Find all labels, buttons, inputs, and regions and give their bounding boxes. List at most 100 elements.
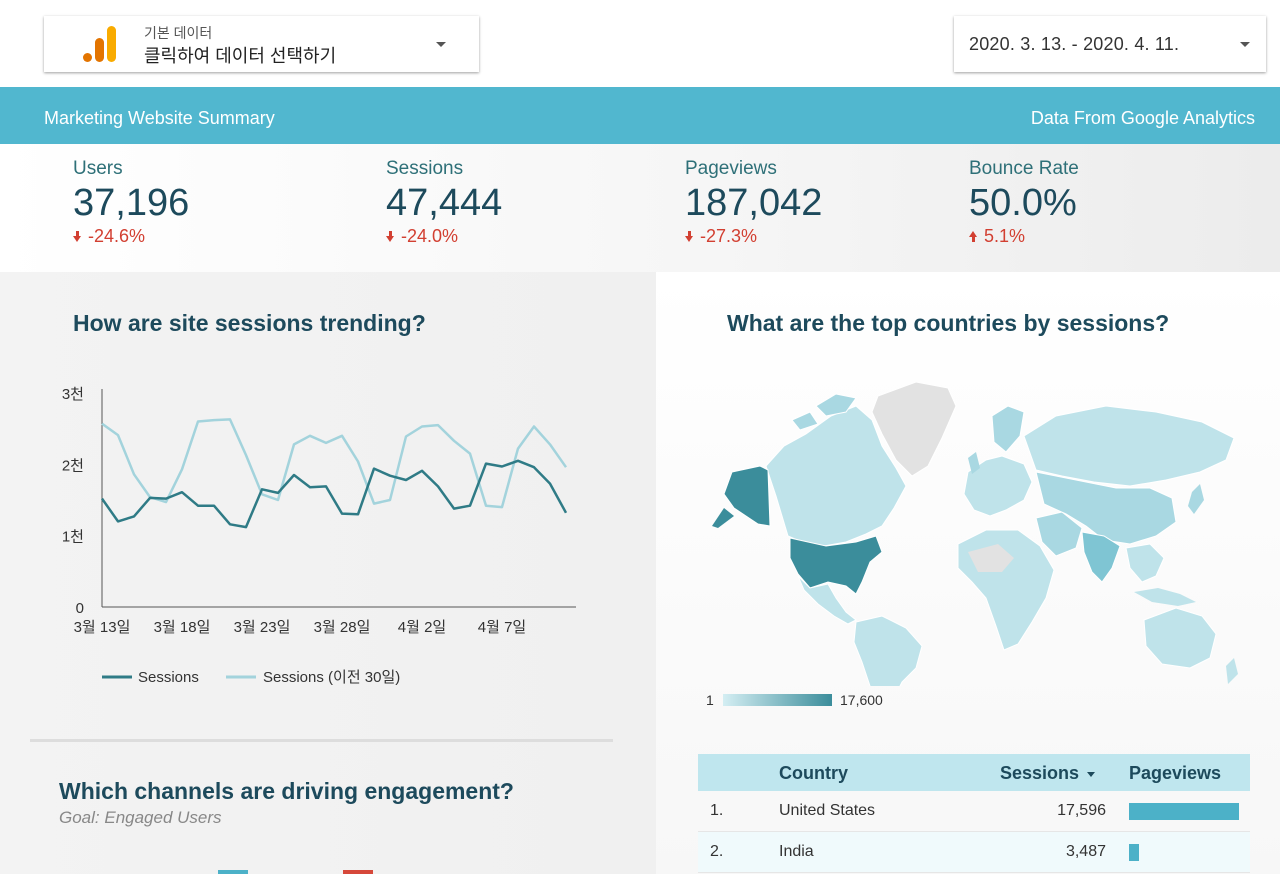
map-region-mexico	[797, 575, 857, 625]
right-panel: What are the top countries by sessions?	[656, 272, 1280, 874]
world-map[interactable]	[706, 376, 1246, 686]
map-region-arctic-islands	[791, 393, 857, 431]
map-region-uk	[968, 452, 980, 474]
report-header: Marketing Website Summary Data From Goog…	[0, 87, 1280, 144]
top-bar: 기본 데이터 클릭하여 데이터 선택하기 2020. 3. 13. - 2020…	[0, 0, 1280, 87]
y-tick-label: 1천	[62, 529, 84, 546]
map-region-new-zealand	[1226, 658, 1238, 684]
kpi-delta: 5.1%	[969, 226, 1079, 247]
row-sessions: 17,596	[1057, 802, 1106, 819]
arrow-down-icon	[685, 231, 694, 242]
x-tick-label: 4월 7일	[478, 619, 526, 636]
data-source-main-label: 클릭하여 데이터 선택하기	[144, 46, 337, 66]
kpi-sessions[interactable]: Sessions 47,444 -24.0%	[386, 158, 502, 247]
y-tick-label: 2천	[62, 457, 84, 474]
y-tick-label: 0	[76, 600, 84, 617]
arrow-down-icon	[73, 231, 82, 242]
map-region-europe	[963, 455, 1033, 517]
kpi-value: 187,042	[685, 182, 823, 224]
kpi-pageviews[interactable]: Pageviews 187,042 -27.3%	[685, 158, 822, 247]
chevron-down-icon[interactable]	[436, 42, 446, 47]
series-line-sessions-previous	[101, 418, 568, 509]
kpi-label: Users	[73, 158, 123, 179]
kpi-delta-value: -24.6%	[88, 226, 146, 246]
column-header-pageviews[interactable]: Pageviews	[1129, 763, 1222, 783]
kpi-delta-value: -24.0%	[401, 226, 459, 246]
kpi-label: Pageviews	[685, 158, 777, 179]
kpi-label: Sessions	[386, 158, 464, 179]
series-line-sessions	[100, 459, 568, 529]
map-region-sahara	[968, 544, 1014, 572]
table-header: Country Sessions Pageviews	[698, 754, 1250, 791]
channels-legend-chip-1	[218, 870, 248, 874]
arrow-up-icon	[969, 231, 978, 242]
sessions-trend-chart[interactable]: 0 1천 2천 3천 3월 13일 3월 18일 3월 23일 3월 28일 4월 2일 4월 7…	[40, 372, 600, 702]
google-analytics-logo-icon	[83, 26, 116, 62]
map-region-south-america	[853, 615, 923, 686]
row-rank: 1.	[710, 802, 724, 819]
map-legend-gradient	[723, 694, 832, 706]
column-header-sessions[interactable]: Sessions	[1000, 763, 1096, 784]
channels-goal: Goal: Engaged Users	[59, 808, 222, 827]
x-tick-label: 3월 28일	[314, 619, 371, 636]
map-legend-min: 1	[706, 692, 714, 708]
row-rank: 2.	[710, 843, 724, 860]
kpi-delta: -27.3%	[685, 226, 822, 247]
kpi-bounce-rate[interactable]: Bounce Rate 50.0% 5.1%	[969, 158, 1079, 247]
date-range-picker[interactable]: 2020. 3. 13. - 2020. 4. 11.	[954, 16, 1266, 72]
x-tick-label: 3월 13일	[74, 619, 131, 636]
legend-label-sessions-previous: Sessions (이전 30일)	[263, 669, 400, 686]
chevron-down-icon[interactable]	[1240, 42, 1250, 47]
kpi-delta: -24.0%	[386, 226, 502, 247]
row-sessions: 3,487	[1065, 843, 1106, 860]
data-source-picker[interactable]: 기본 데이터 클릭하여 데이터 선택하기	[44, 16, 479, 72]
map-region-alaska	[723, 465, 771, 527]
x-tick-label: 3월 18일	[154, 619, 211, 636]
map-region-indonesia	[1134, 588, 1196, 606]
map-region-usa	[789, 535, 883, 595]
map-region-central-asia	[1035, 471, 1177, 545]
map-region-scandinavia	[991, 405, 1025, 453]
map-legend-max: 17,600	[840, 692, 883, 708]
map-color-legend: 1 17,600	[706, 690, 906, 710]
channels-legend-chip-2	[343, 870, 373, 874]
y-tick-label: 3천	[62, 386, 84, 403]
map-region-india	[1081, 531, 1121, 583]
column-header-sessions-label: Sessions	[1000, 763, 1080, 783]
countries-title: What are the top countries by sessions?	[727, 310, 1170, 336]
report-source: Data From Google Analytics	[1030, 108, 1255, 128]
row-pageviews-bar	[1129, 803, 1239, 820]
kpi-users[interactable]: Users 37,196 -24.6%	[73, 158, 189, 247]
sessions-trend-title: How are site sessions trending?	[73, 310, 426, 336]
table-row[interactable]: 2. India 3,487	[698, 832, 1250, 873]
map-region-japan	[1188, 484, 1204, 514]
channels-title: Which channels are driving engagement?	[59, 778, 514, 804]
map-region-russia	[1023, 405, 1235, 487]
map-region-greenland	[871, 381, 957, 477]
kpi-value: 37,196	[73, 182, 190, 224]
map-region-africa	[957, 529, 1055, 651]
kpi-delta: -24.6%	[73, 226, 189, 247]
row-country: India	[779, 843, 814, 860]
kpi-delta-value: -27.3%	[700, 226, 758, 246]
map-region-alaska-tail	[712, 508, 734, 528]
map-region-australia	[1143, 607, 1217, 669]
data-source-small-label: 기본 데이터	[144, 25, 213, 41]
countries-table: Country Sessions Pageviews 1. United Sta…	[698, 754, 1250, 873]
x-tick-label: 3월 23일	[234, 619, 291, 636]
x-tick-label: 4월 2일	[398, 619, 446, 636]
arrow-down-icon	[386, 231, 395, 242]
column-header-country[interactable]: Country	[779, 763, 848, 783]
legend-label-sessions: Sessions	[138, 669, 199, 686]
section-divider	[30, 739, 613, 742]
row-country: United States	[779, 802, 876, 819]
table-row[interactable]: 1. United States 17,596	[698, 791, 1250, 832]
kpi-delta-value: 5.1%	[984, 226, 1026, 246]
left-panel: How are site sessions trending? 0 1천 2천 3천 3…	[0, 272, 656, 874]
row-pageviews-bar	[1129, 844, 1139, 861]
kpi-row: Users 37,196 -24.6% Sessions 47,444 -24.…	[0, 144, 1280, 272]
kpi-value: 50.0%	[969, 182, 1077, 224]
date-range-text: 2020. 3. 13. - 2020. 4. 11.	[969, 34, 1180, 54]
map-region-southeast-asia	[1125, 543, 1165, 583]
kpi-value: 47,444	[386, 182, 503, 224]
